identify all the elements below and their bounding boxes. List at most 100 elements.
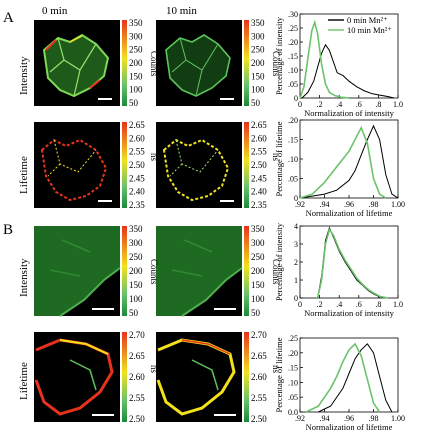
colorbar-2-0: 350 300 250 200 150 100 50 Counts [122,224,159,318]
colorbar-gradient [122,20,127,106]
y-tick-label: 0 [294,294,298,303]
colorbar-title: Counts [271,51,281,77]
row-label-lifetime-b: Lifetime [18,362,30,400]
y-tick-label: 0.0 [288,408,298,417]
colorbar-tick: 300 [251,238,265,248]
series-line-black [299,124,399,199]
image-b-lifetime-10min [156,332,242,422]
colorbar-tick: 2.50 [129,160,145,170]
colorbar-tick: 2.35 [251,200,267,210]
colorbar-3-0: 2.70 2.65 2.60 2.55 2.50 ns [122,330,159,424]
image-a-lifetime-10min [156,122,242,208]
y-tick-label: .05 [288,80,298,89]
colorbar-gradient [244,20,249,106]
colorbar-tick: 50 [129,98,139,108]
colorbar-tick: 2.65 [251,120,267,130]
colorbar-tick: 300 [129,31,143,41]
y-tick-label: 0 [294,94,298,103]
x-tick-label: .2 [317,300,323,309]
colorbar-tick: 2.50 [251,414,267,424]
colorbar-tick: 350 [129,224,143,234]
x-tick-label: 0 [298,300,302,309]
colorbar-tick: 50 [251,308,261,318]
legend-label: 10 min Mn²⁺ [347,25,392,35]
colorbar-tick: 300 [129,238,143,248]
col-header-10min: 10 min [166,5,197,17]
image-a-lifetime-0min [34,122,120,208]
image-b-intensity-10min [156,226,243,317]
colorbar-title: ns [271,153,281,162]
series-line-black [317,226,389,299]
plot-frame [299,225,399,299]
y-tick-label: .20 [288,116,298,125]
row-label-intensity-a: Intensity [18,56,30,95]
y-tick-label: .10 [288,66,298,75]
image-a-intensity-10min [156,20,242,106]
colorbar-tick: 2.55 [251,147,267,157]
y-axis-label: Percentage of intensity [274,16,284,95]
y-tick-label: .15 [288,52,298,61]
row-label-intensity-b: Intensity [18,258,30,297]
colorbar-tick: 50 [129,308,139,318]
y-axis-label: Percentage of intensity [274,222,284,301]
colorbar-tick: 2.50 [251,160,267,170]
x-tick-label: .94 [320,414,330,423]
y-tick-label: .20 [288,349,298,358]
series-line-green [299,125,387,199]
y-axis-label: Percentage of lifetime [274,121,284,196]
colorbar-tick: 2.40 [129,187,145,197]
y-axis-label: Percentage of lifetime [274,337,284,412]
colorbar-tick: 250 [251,45,265,55]
colorbar-tick: 2.60 [251,133,267,143]
colorbar-tick: 2.45 [251,173,267,183]
x-tick-label: 0 [298,100,302,109]
y-tick-label: .30 [288,10,298,19]
y-tick-label: .15 [288,364,298,373]
colorbar-tick: 200 [251,266,265,276]
colorbar-title: ns [149,365,159,374]
colorbar-gradient [122,122,127,208]
x-tick-label: 1.0 [393,100,403,109]
x-tick-label: .6 [356,100,362,109]
colorbar-tick: 2.70 [129,330,145,340]
colorbar-title: ns [149,153,159,162]
colorbar-tick: 200 [129,58,143,68]
image-b-lifetime-0min [34,332,120,422]
x-tick-label: .92 [295,414,305,423]
x-tick-label: .4 [336,100,342,109]
colorbar-tick: 2.45 [129,173,145,183]
x-tick-label: .2 [317,100,323,109]
panel-label-b: B [3,222,13,238]
colorbar-3-1: 2.70 2.65 2.60 2.55 2.50 ns [244,330,281,424]
x-tick-label: .8 [375,100,381,109]
legend-label: 0 min Mn²⁺ [347,15,388,25]
y-tick-label: .25 [288,24,298,33]
colorbar-tick: 2.60 [251,372,267,382]
colorbar-title: ns [271,365,281,374]
colorbar-tick: 350 [251,18,265,28]
chart-B-lifetime: 0.0 .05 .10 .15 .20 .25 .92 .94 .96 .98 1.00Normal… [274,334,405,432]
colorbar-tick: 350 [129,18,143,28]
y-tick-label: 3 [294,240,298,249]
y-tick-label: .20 [288,38,298,47]
y-tick-label: 4 [294,222,298,231]
x-tick-label: .96 [344,414,354,423]
colorbar-tick: 2.40 [251,187,267,197]
y-tick-label: .05 [288,393,298,402]
colorbar-title: Counts [149,259,159,285]
colorbar-tick: 250 [251,252,265,262]
colorbar-1-0: 2.65 2.60 2.55 2.50 2.45 2.40 2.35 ns [122,120,159,210]
colorbar-tick: 2.35 [129,200,145,210]
x-tick-label: .6 [356,300,362,309]
colorbar-1-1: 2.65 2.60 2.55 2.50 2.45 2.40 2.35 ns [244,120,281,210]
colorbar-tick: 100 [251,294,265,304]
colorbar-tick: 2.50 [129,414,145,424]
colorbar-0-1: 350 300 250 200 150 100 50 Counts [244,18,281,108]
colorbar-tick: 2.65 [129,120,145,130]
x-axis-label: Normalization of intensity [304,308,394,318]
colorbar-tick: 2.65 [251,351,267,361]
colorbar-tick: 150 [251,280,265,290]
colorbar-0-0: 350 300 250 200 150 100 50 Counts [122,18,159,108]
